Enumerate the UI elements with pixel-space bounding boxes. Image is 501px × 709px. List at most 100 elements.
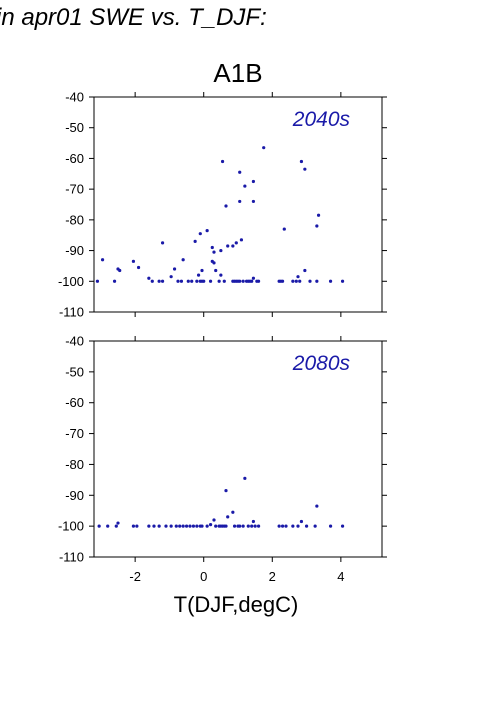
x-tick-label: -2 xyxy=(129,569,141,584)
data-point xyxy=(250,524,254,528)
data-point xyxy=(178,524,182,528)
data-point xyxy=(224,204,228,208)
data-point xyxy=(114,524,118,528)
data-point xyxy=(239,238,244,242)
data-point xyxy=(291,279,295,283)
data-point xyxy=(238,199,242,204)
data-point xyxy=(231,510,235,514)
data-point xyxy=(202,279,206,283)
y-tick-label: -90 xyxy=(65,488,84,503)
data-point xyxy=(169,524,173,528)
data-point xyxy=(308,279,312,283)
data-point xyxy=(174,524,178,528)
data-point xyxy=(212,250,216,254)
panel-label: 2040s xyxy=(292,108,351,131)
scenario-title: A1B xyxy=(213,58,263,88)
data-point xyxy=(191,524,196,528)
data-point xyxy=(200,524,204,528)
data-point xyxy=(212,261,216,265)
data-point xyxy=(250,279,254,283)
data-point xyxy=(95,279,100,283)
data-point xyxy=(280,279,285,283)
data-point xyxy=(131,524,136,528)
data-point xyxy=(176,279,180,283)
data-point xyxy=(208,523,213,527)
data-point xyxy=(172,267,177,271)
y-tick-label: -70 xyxy=(65,182,84,197)
data-point xyxy=(157,524,161,528)
plot-frame xyxy=(93,340,383,558)
data-point xyxy=(219,273,223,277)
data-point xyxy=(299,159,304,164)
data-point xyxy=(241,279,245,283)
data-point xyxy=(97,524,101,528)
data-point xyxy=(131,259,136,263)
y-tick-label: -100 xyxy=(58,274,84,289)
plot-frame xyxy=(93,96,383,313)
data-point xyxy=(226,515,230,519)
data-point xyxy=(232,524,237,528)
data-point xyxy=(296,275,300,279)
data-point xyxy=(294,279,298,283)
data-point xyxy=(157,279,161,283)
data-point xyxy=(106,524,110,528)
data-point xyxy=(164,524,168,528)
y-tick-label: -90 xyxy=(65,243,84,258)
data-point xyxy=(315,504,319,508)
data-point xyxy=(214,268,218,273)
data-point xyxy=(150,279,154,283)
data-point xyxy=(256,279,261,283)
x-tick-label: 0 xyxy=(200,569,207,584)
data-point xyxy=(193,239,197,243)
data-point xyxy=(118,268,122,273)
data-point xyxy=(196,273,201,277)
data-point xyxy=(238,524,242,528)
data-point xyxy=(238,279,242,283)
data-point xyxy=(251,276,256,280)
data-point xyxy=(262,146,266,150)
data-point xyxy=(116,521,120,525)
data-point xyxy=(231,244,235,248)
data-point xyxy=(200,268,204,273)
data-point xyxy=(328,524,333,528)
figure-title: in apr01 SWE vs. T_DJF: xyxy=(0,4,267,31)
y-tick-label: -40 xyxy=(65,334,84,349)
data-point xyxy=(280,524,285,528)
data-point xyxy=(181,258,185,262)
data-point xyxy=(147,524,151,528)
data-point xyxy=(205,229,209,233)
data-point xyxy=(195,279,199,283)
y-tick-label: -50 xyxy=(65,364,84,379)
data-point xyxy=(304,524,309,528)
data-point xyxy=(303,167,307,171)
panel-label: 2080s xyxy=(292,352,351,375)
data-point xyxy=(243,476,247,480)
data-point xyxy=(222,279,226,283)
data-point xyxy=(220,159,225,164)
data-point xyxy=(179,279,184,283)
y-tick-label: -60 xyxy=(65,151,84,166)
data-point xyxy=(282,227,286,231)
data-point xyxy=(160,241,165,245)
data-point xyxy=(328,279,333,283)
data-point xyxy=(136,265,141,270)
data-point xyxy=(303,268,307,273)
data-point xyxy=(226,244,230,248)
y-tick-label: -80 xyxy=(65,457,84,472)
data-point xyxy=(316,213,321,217)
data-point xyxy=(246,524,250,528)
data-point xyxy=(217,279,221,283)
data-point xyxy=(251,199,256,204)
data-point xyxy=(340,524,345,528)
data-point xyxy=(210,245,214,250)
y-tick-label: -50 xyxy=(65,120,84,135)
data-point xyxy=(112,279,117,283)
data-point xyxy=(253,524,257,528)
data-point xyxy=(241,524,245,528)
data-point xyxy=(135,524,139,528)
data-point xyxy=(208,279,213,283)
data-point xyxy=(256,524,261,528)
y-tick-label: -110 xyxy=(59,305,84,320)
data-point xyxy=(277,524,281,528)
